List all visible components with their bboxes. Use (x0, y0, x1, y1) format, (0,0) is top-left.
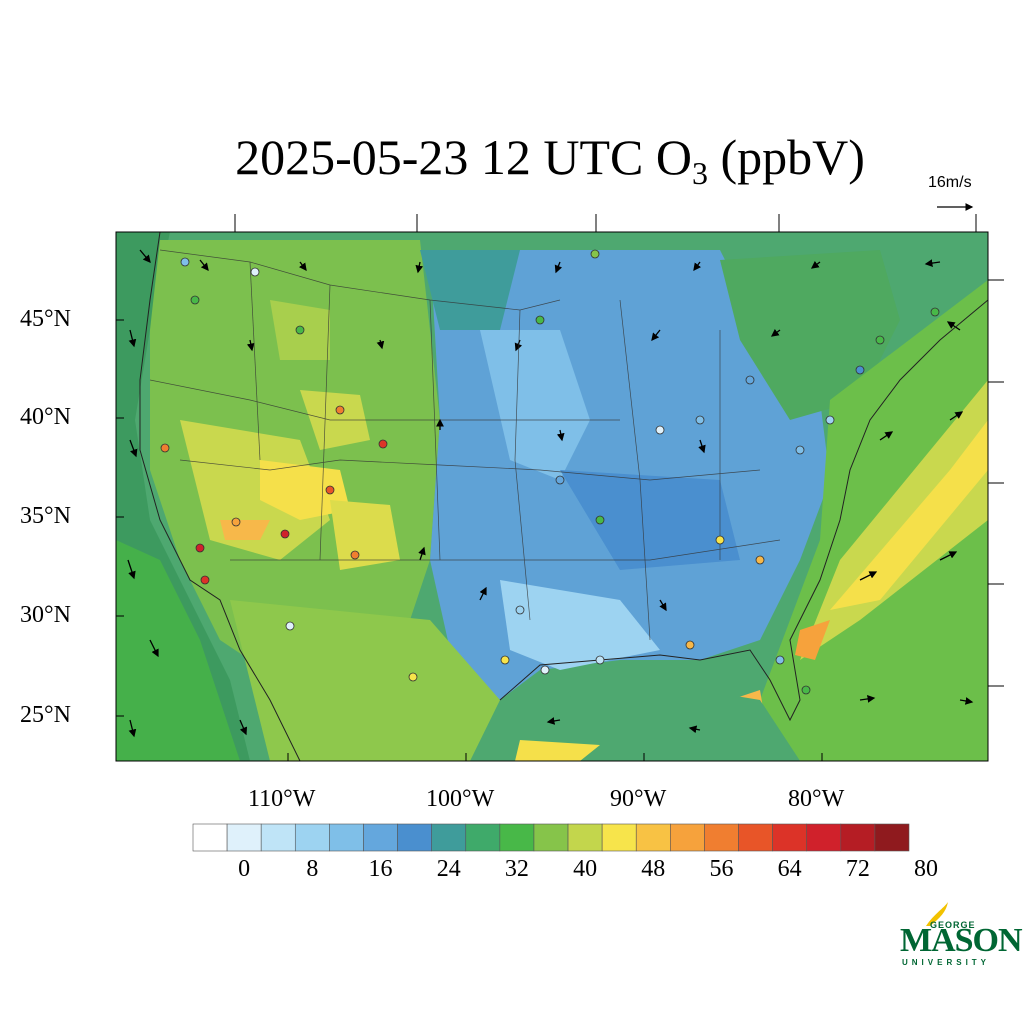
title-unit: (ppbV) (708, 129, 865, 185)
colorbar-swatch (431, 823, 467, 852)
logo-main-text: MASON (900, 922, 1023, 959)
colorbar-tick-label: 24 (436, 856, 461, 882)
colorbar-swatch (772, 823, 808, 852)
lon-label-110: 110°W (248, 786, 316, 812)
lat-label-45: 45°N (20, 306, 71, 332)
wind-vectors (127, 249, 974, 738)
colorbar-swatch (363, 823, 398, 852)
title-main: 2025-05-23 12 UTC O (235, 129, 692, 185)
gmu-logo: GEORGE MASON UNIVERSITY (896, 900, 1023, 970)
state-boundaries (149, 249, 781, 641)
lat-label-25: 25°N (20, 702, 71, 728)
logo-bottom-text: UNIVERSITY (902, 958, 991, 967)
left-ticks (116, 319, 124, 717)
lat-label-30: 30°N (20, 602, 71, 628)
colorbar-swatch (601, 823, 637, 852)
colorbar-swatch (329, 823, 364, 852)
colorbar-swatch (806, 823, 842, 852)
colorbar-swatch (294, 823, 330, 852)
colorbar-tick-label: 64 (777, 856, 802, 882)
colorbar-swatch (465, 823, 501, 852)
colorbar-swatch (397, 823, 432, 852)
observation-stations (160, 249, 940, 695)
colorbar-swatch (567, 823, 603, 852)
logo-top-text: GEORGE (930, 920, 976, 930)
colorbar-tick-label: 32 (504, 856, 529, 882)
colorbar-swatch (499, 823, 535, 852)
colorbar-tick-label: 80 (914, 856, 939, 882)
map-title: 2025-05-23 12 UTC O3 (ppbV) (0, 128, 1024, 192)
colorbar-swatch (704, 823, 739, 852)
top-ticks (234, 214, 977, 232)
colorbar-tick-label: 56 (709, 856, 734, 882)
colorbar-tick-label: 40 (573, 856, 598, 882)
lat-label-40: 40°N (20, 404, 71, 430)
map-frame (115, 231, 989, 762)
colorbar (192, 823, 910, 852)
lon-label-80: 80°W (788, 786, 845, 812)
colorbar-tick-label: 8 (306, 856, 319, 882)
lon-label-100: 100°W (426, 786, 495, 812)
coastline (139, 232, 988, 761)
colorbar-tick-label: 16 (368, 856, 393, 882)
right-ticks (988, 279, 1004, 687)
colorbar-swatch (635, 823, 671, 852)
logo-swoosh-icon (926, 902, 948, 926)
reference-vector-label: 16m/s (928, 174, 972, 191)
lon-label-90: 90°W (610, 786, 667, 812)
colorbar-swatch (226, 823, 262, 852)
colorbar-swatch (260, 823, 296, 852)
colorbar-swatch (670, 823, 705, 852)
lat-label-35: 35°N (20, 503, 71, 529)
colorbar-swatch (840, 823, 876, 852)
bottom-ticks (287, 753, 823, 761)
colorbar-swatch (192, 823, 228, 852)
colorbar-swatch (533, 823, 569, 852)
title-subscript: 3 (692, 155, 708, 191)
colorbar-tick-label: 72 (845, 856, 870, 882)
ozone-field (116, 232, 988, 761)
colorbar-tick-label: 48 (641, 856, 666, 882)
colorbar-tick-label: 0 (238, 856, 251, 882)
colorbar-swatch (874, 823, 910, 852)
colorbar-swatch (738, 823, 773, 852)
